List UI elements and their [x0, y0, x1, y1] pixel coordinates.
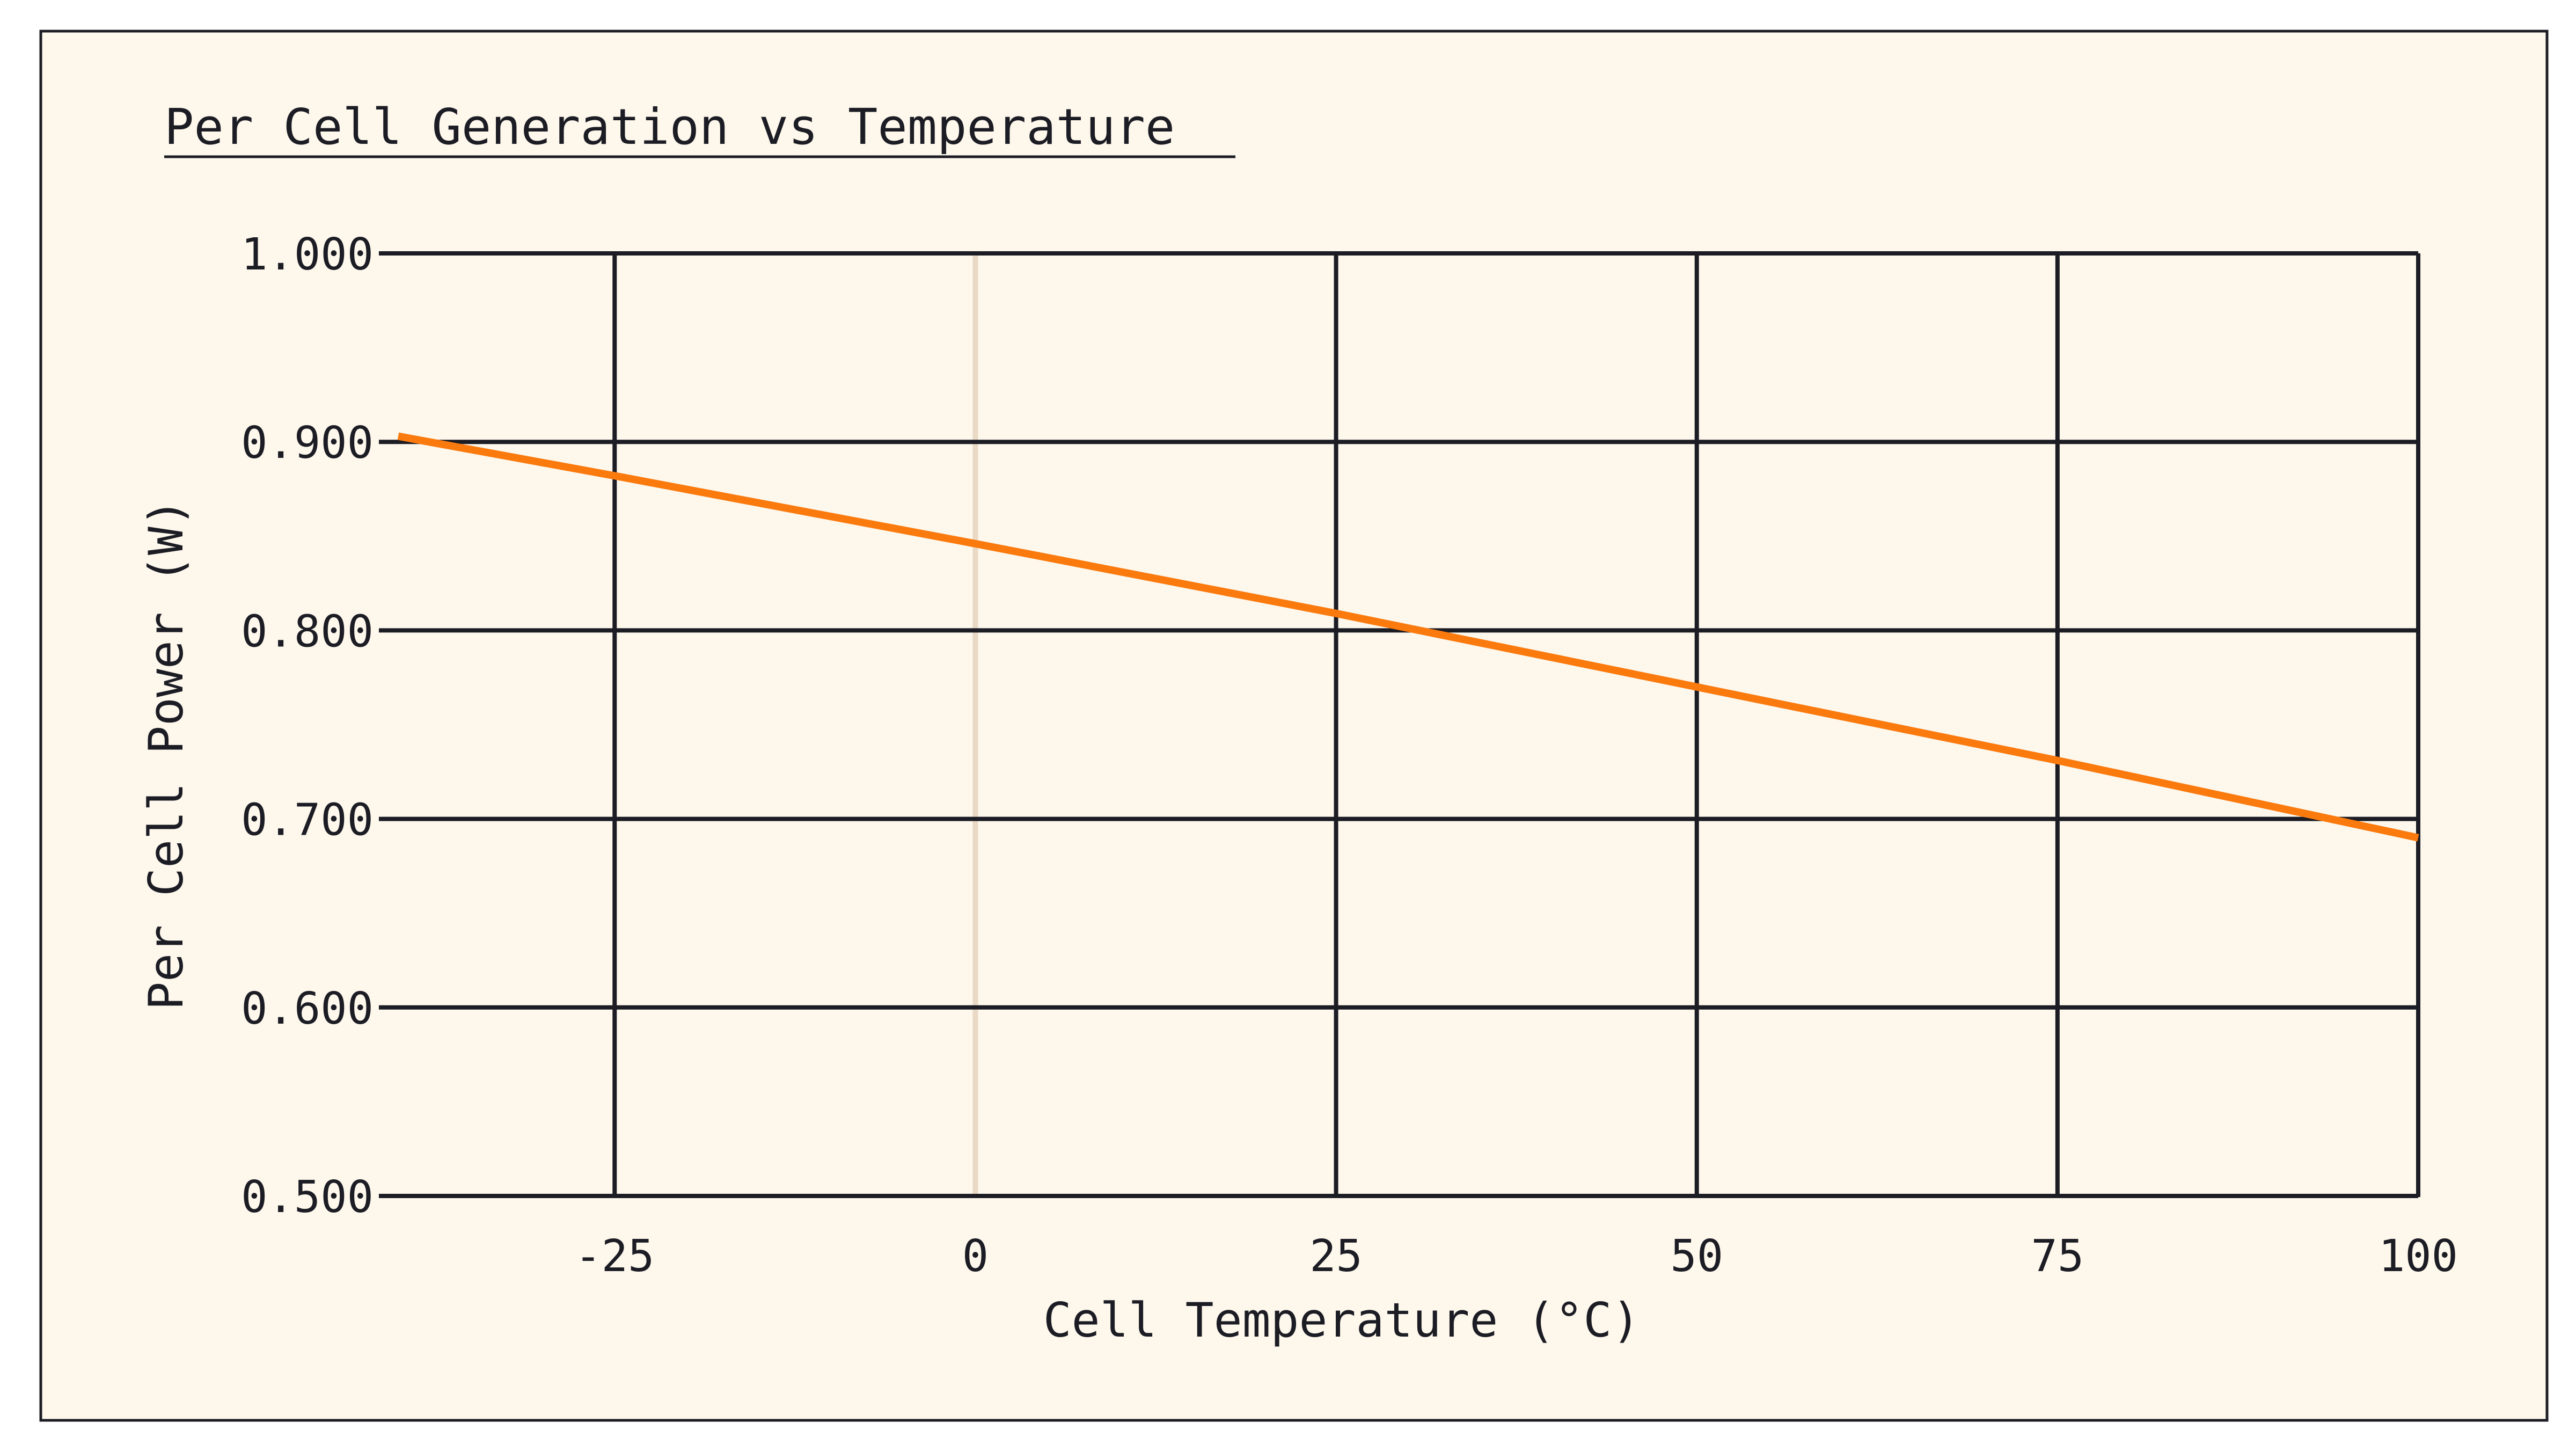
grid-layer	[379, 251, 2420, 1198]
x-tick-label: 100	[2379, 1231, 2458, 1282]
y-tick-label: 0.600	[241, 983, 374, 1034]
x-tick-label: -25	[575, 1231, 654, 1282]
chart-title: Per Cell Generation vs Temperature	[164, 98, 1175, 156]
y-tick-label: 0.900	[241, 418, 374, 469]
series-line	[397, 432, 2419, 842]
x-tick-label: 75	[2031, 1231, 2084, 1282]
y-tick-label: 0.800	[241, 606, 374, 657]
series-layer	[397, 432, 2419, 842]
y-tick-label: 0.700	[241, 795, 374, 846]
x-tick-label: 25	[1309, 1231, 1363, 1282]
y-tick-label: 0.500	[241, 1172, 374, 1223]
x-tick-label: 50	[1670, 1231, 1723, 1282]
x-axis-label: Cell Temperature (°C)	[1043, 1293, 1641, 1348]
tick-layer: 0.500 0.600 0.700 0.800 0.900 1.000 -25 0 25 50 75…	[241, 229, 2458, 1282]
y-tick-label: 1.000	[241, 229, 374, 280]
x-tick-label: 0	[962, 1231, 989, 1282]
y-axis-label: Per Cell Power (W)	[138, 498, 194, 1010]
chart-background	[39, 30, 2549, 1422]
